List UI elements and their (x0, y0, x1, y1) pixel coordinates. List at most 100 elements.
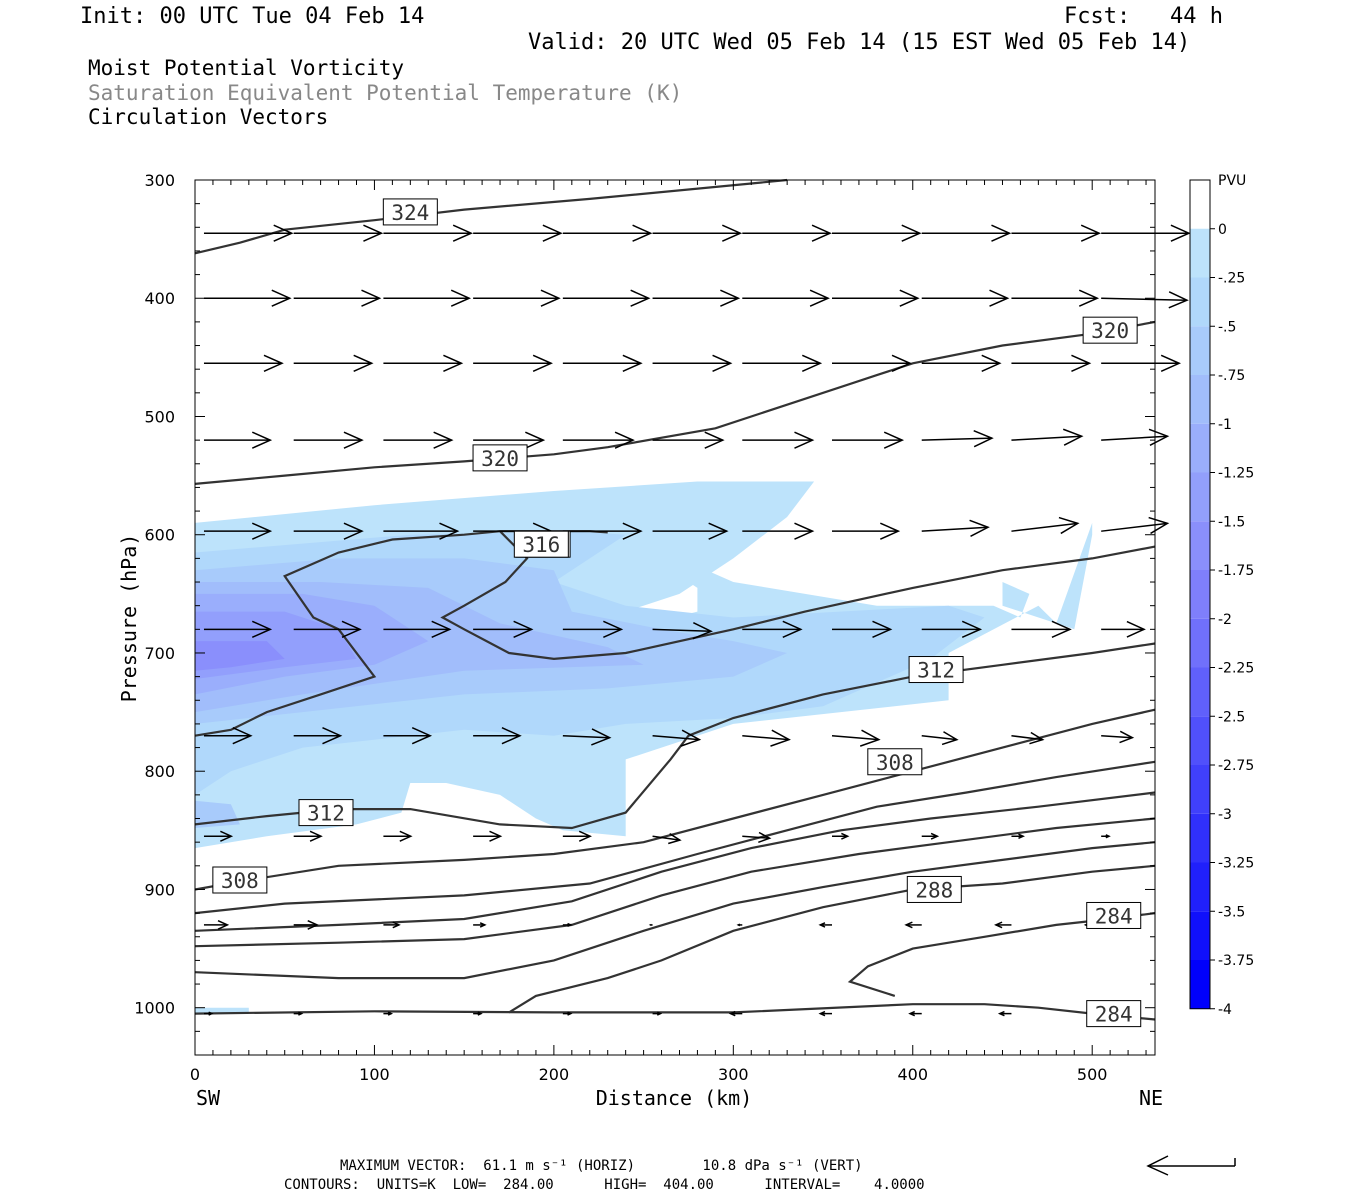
vector-shaft (921, 734, 957, 741)
vector-head (997, 1010, 1005, 1017)
vector-head (994, 921, 1003, 929)
vector-head (1058, 516, 1080, 535)
reference-vector-icon (1146, 1155, 1236, 1176)
vector-head (513, 620, 534, 639)
pv-region-6 (195, 641, 285, 671)
vector-head (758, 831, 772, 844)
vector-head (251, 431, 273, 449)
contour-label-320: 320 (1091, 319, 1129, 343)
vector-head (622, 522, 643, 540)
vector-head (542, 224, 563, 242)
colorbar-level-label: 0 (1218, 222, 1227, 238)
vector-head (899, 289, 920, 307)
colorbar-level-label: -2 (1218, 612, 1232, 628)
vector-head (1078, 289, 1100, 307)
vector-head (309, 830, 323, 842)
vector-head (770, 729, 791, 747)
theta-contour-296 (194, 817, 1156, 948)
colorbar-swatch (1190, 716, 1210, 765)
y-tick-label: 600 (144, 526, 175, 545)
vector-head (322, 727, 343, 745)
colorbar-level-label: -1.5 (1218, 514, 1245, 530)
colorbar-swatch (1190, 618, 1210, 668)
vector-head (891, 354, 912, 372)
vector-head (208, 1011, 214, 1016)
title-vectors: Circulation Vectors (88, 105, 329, 129)
colorbar-level-label: -2.5 (1218, 709, 1245, 725)
vector-head (251, 522, 273, 540)
x-tick-label: 500 (1077, 1065, 1108, 1084)
vector-head (712, 354, 733, 372)
init-time: Init: 00 UTC Tue 04 Feb 14 (80, 4, 425, 29)
contour-label-box (1086, 1000, 1142, 1028)
vector-head (361, 289, 382, 307)
vector-head (532, 354, 553, 372)
contour-label-box (513, 530, 569, 558)
vector-head (692, 622, 713, 640)
vector-head (578, 830, 592, 842)
y-tick-label: 500 (144, 407, 175, 426)
vector-shaft (652, 628, 712, 633)
vector-head (363, 224, 384, 242)
contour-label-288: 288 (915, 878, 953, 902)
vector-head (1062, 428, 1084, 446)
vector-head (439, 522, 460, 540)
colorbar-level-label: -3.5 (1218, 904, 1245, 920)
circulation-vectors-layer (203, 224, 1191, 1017)
colorbar-level-label: -2.75 (1218, 758, 1254, 774)
colorbar-level-label: -.25 (1218, 271, 1245, 287)
contour-label-308: 308 (876, 751, 914, 775)
vector-head (489, 830, 503, 842)
contour-label-324: 324 (391, 201, 429, 225)
vector-head (782, 620, 803, 639)
theta-contour-308 (194, 708, 1156, 891)
vector-head (603, 620, 624, 639)
title-theta-es: Saturation Equivalent Potential Temperat… (88, 81, 683, 105)
colorbar-unit: PVU (1218, 173, 1246, 189)
contour-label-312: 312 (917, 659, 955, 683)
colorbar-level-label: -3.75 (1218, 953, 1254, 969)
colorbar-frame (1189, 179, 1211, 1010)
vector-head (908, 1010, 916, 1017)
x-tick-label: 100 (359, 1065, 390, 1084)
vector-shaft (652, 835, 680, 841)
colorbar-level-label: -4 (1218, 1002, 1232, 1018)
vector-head (433, 431, 454, 449)
vector-shaft (652, 734, 700, 741)
vector-shaft (742, 734, 790, 741)
vector-head (431, 620, 452, 639)
contour-label-308: 308 (221, 869, 259, 893)
vector-head (392, 921, 401, 929)
pvu-colorbar: PVU 0 -.25 -.5 -.75 -1 -1.25 -1.5 -1.75 -2 -2.25 -2… (1189, 173, 1254, 1018)
endpoint-left: SW (196, 1086, 221, 1110)
y-tick-label: 700 (144, 644, 175, 663)
vector-head (307, 920, 319, 930)
colorbar-swatch (1190, 228, 1210, 278)
vector-head (251, 620, 273, 639)
vector-head (477, 1011, 483, 1016)
vector-head (722, 224, 743, 242)
theta-contour-304 (194, 760, 1156, 915)
vector-head (232, 727, 253, 745)
vector-head (1170, 224, 1191, 242)
vector-head (904, 921, 913, 929)
vector-head (387, 1011, 394, 1016)
vector-head (632, 224, 653, 242)
vector-head (930, 832, 940, 840)
vector-head (680, 729, 702, 747)
x-axis-label: Distance (km) (596, 1086, 753, 1110)
contour-label-box (212, 866, 268, 894)
vector-head (479, 922, 487, 928)
contour-labels: 324320320316316312312308308288284284 (212, 198, 1142, 1028)
colorbar-level-label: -3.25 (1218, 856, 1254, 872)
contour-label-box (908, 656, 964, 684)
vector-head (991, 224, 1012, 242)
vector-head (818, 1010, 826, 1017)
vector-head (540, 289, 561, 307)
contour-label-box (906, 875, 962, 903)
vector-head (728, 1010, 736, 1017)
vector-shaft (921, 437, 992, 441)
vector-head (271, 289, 292, 307)
theta-contour-288 (508, 864, 1156, 1014)
vector-head (720, 289, 741, 307)
